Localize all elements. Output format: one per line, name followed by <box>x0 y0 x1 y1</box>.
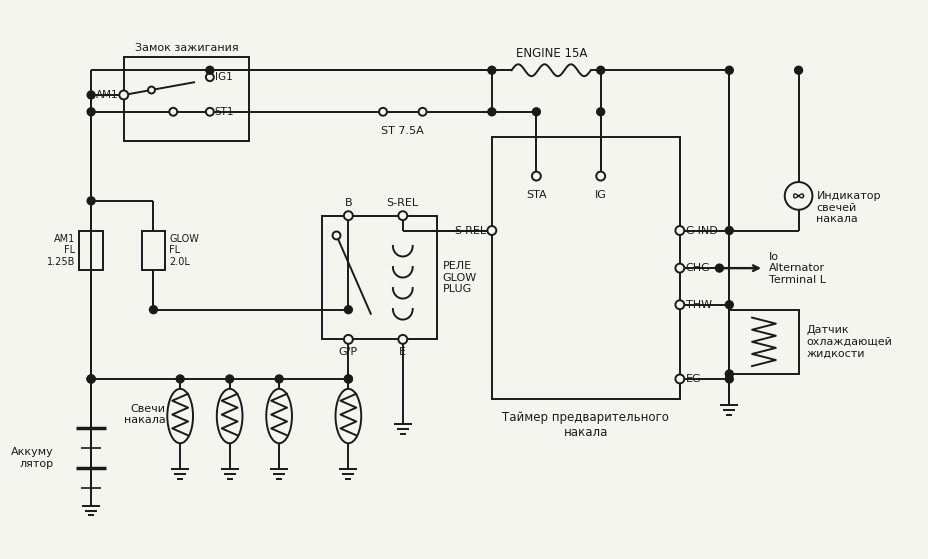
Circle shape <box>169 108 177 116</box>
Text: Свечи
накала: Свечи накала <box>123 404 165 425</box>
Circle shape <box>119 91 128 100</box>
Circle shape <box>379 108 387 116</box>
Circle shape <box>344 375 352 383</box>
Text: ENGINE 15A: ENGINE 15A <box>515 48 586 60</box>
Circle shape <box>725 301 732 309</box>
Circle shape <box>398 335 406 344</box>
Circle shape <box>532 108 540 116</box>
Text: ST1: ST1 <box>214 107 234 117</box>
Text: IG: IG <box>594 190 606 200</box>
Circle shape <box>725 375 732 383</box>
Text: РЕЛЕ
GLOW
PLUG: РЕЛЕ GLOW PLUG <box>442 261 476 294</box>
Circle shape <box>487 67 496 74</box>
Text: CHG: CHG <box>685 263 710 273</box>
Circle shape <box>344 375 352 383</box>
Circle shape <box>675 375 684 383</box>
Text: IG1: IG1 <box>214 72 232 82</box>
Text: Индикатор
свечей
накала: Индикатор свечей накала <box>816 191 880 224</box>
Circle shape <box>398 211 406 220</box>
Bar <box>491 136 679 399</box>
Circle shape <box>87 197 95 205</box>
Circle shape <box>275 375 283 383</box>
Circle shape <box>596 67 604 74</box>
Circle shape <box>148 87 155 93</box>
Circle shape <box>343 335 353 344</box>
Circle shape <box>206 108 213 116</box>
Circle shape <box>487 226 496 235</box>
Text: EG: EG <box>685 374 701 384</box>
Circle shape <box>793 67 802 74</box>
Circle shape <box>419 108 426 116</box>
Circle shape <box>206 67 213 74</box>
Circle shape <box>596 172 604 181</box>
Circle shape <box>725 67 732 74</box>
Circle shape <box>715 264 723 272</box>
Text: S-REL: S-REL <box>386 198 419 208</box>
Text: E: E <box>399 347 406 357</box>
Text: Таймер предварительного
накала: Таймер предварительного накала <box>502 411 668 439</box>
Circle shape <box>87 108 95 116</box>
Circle shape <box>176 375 184 383</box>
Text: Замок зажигания: Замок зажигания <box>135 44 238 54</box>
Circle shape <box>596 108 604 116</box>
Circle shape <box>343 211 353 220</box>
Bar <box>728 310 798 374</box>
Circle shape <box>344 306 352 314</box>
Circle shape <box>87 91 95 99</box>
Circle shape <box>332 231 340 239</box>
Circle shape <box>487 108 496 116</box>
Text: S-REL: S-REL <box>453 225 485 235</box>
Text: GLOW
FL
2.0L: GLOW FL 2.0L <box>169 234 199 267</box>
Circle shape <box>725 370 732 378</box>
Circle shape <box>149 306 157 314</box>
Text: AM1
FL
1.25B: AM1 FL 1.25B <box>46 234 75 267</box>
Circle shape <box>675 226 684 235</box>
Text: G/P: G/P <box>339 347 357 357</box>
Text: B: B <box>344 198 352 208</box>
Text: Датчик
охлаждающей
жидкости: Датчик охлаждающей жидкости <box>806 325 892 358</box>
Circle shape <box>675 264 684 273</box>
Text: G-IND: G-IND <box>685 225 717 235</box>
Circle shape <box>87 375 95 383</box>
Bar <box>79 230 103 270</box>
Text: STA: STA <box>525 190 546 200</box>
Bar <box>141 230 165 270</box>
Text: ST 7.5A: ST 7.5A <box>381 126 424 136</box>
Bar <box>321 216 437 339</box>
Text: AM1: AM1 <box>97 90 119 100</box>
Circle shape <box>87 375 95 383</box>
Circle shape <box>532 172 540 181</box>
Circle shape <box>206 73 213 81</box>
Circle shape <box>87 375 95 383</box>
Text: Аккуму
лятор: Аккуму лятор <box>11 447 54 469</box>
Circle shape <box>226 375 233 383</box>
Circle shape <box>675 300 684 309</box>
Bar <box>123 58 249 141</box>
Text: Io
Alternator
Terminal L: Io Alternator Terminal L <box>768 252 825 285</box>
Text: THW: THW <box>685 300 711 310</box>
Circle shape <box>725 226 732 234</box>
